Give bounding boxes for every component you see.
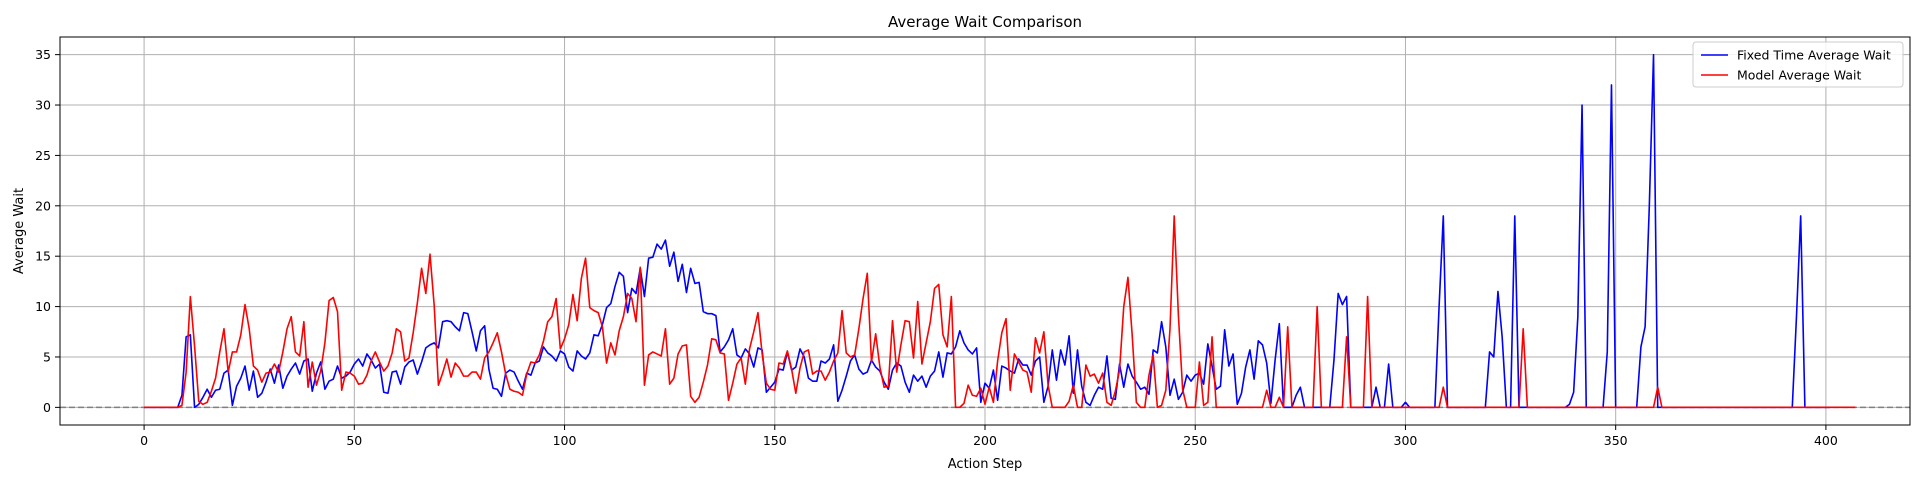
y-tick-label: 15	[35, 249, 51, 264]
x-tick-label: 200	[973, 433, 997, 448]
x-tick-label: 0	[140, 433, 148, 448]
x-tick-label: 350	[1604, 433, 1628, 448]
legend-box	[1692, 41, 1904, 88]
y-tick-label: 30	[35, 98, 51, 113]
legend-label-0: Fixed Time Average Wait	[1737, 48, 1891, 63]
y-tick-label: 20	[35, 198, 51, 213]
x-tick-label: 400	[1814, 433, 1838, 448]
x-tick-label: 50	[346, 433, 362, 448]
x-tick-label: 150	[763, 433, 787, 448]
y-tick-label: 5	[43, 349, 51, 364]
x-tick-label: 250	[1183, 433, 1207, 448]
legend-label-1: Model Average Wait	[1737, 68, 1862, 83]
y-tick-label: 10	[35, 299, 51, 314]
y-axis-label: Average Wait	[12, 188, 27, 274]
y-tick-label: 25	[35, 148, 51, 163]
y-tick-label: 35	[35, 47, 51, 62]
x-tick-label: 300	[1394, 433, 1418, 448]
chart-title: Average Wait Comparison	[888, 13, 1082, 31]
y-axis-ticks: 0 5 10 15 20 25 30 35	[35, 47, 60, 415]
legend: Fixed Time Average Wait Model Average Wai…	[1692, 41, 1904, 88]
y-tick-label: 0	[43, 400, 51, 415]
x-axis-ticks: 0 50 100 150 200 250 300 350 400	[140, 425, 1838, 448]
series-line-1	[144, 215, 1856, 409]
series-group	[144, 53, 1856, 409]
x-tick-label: 100	[553, 433, 577, 448]
x-axis-label: Action Step	[948, 457, 1022, 472]
